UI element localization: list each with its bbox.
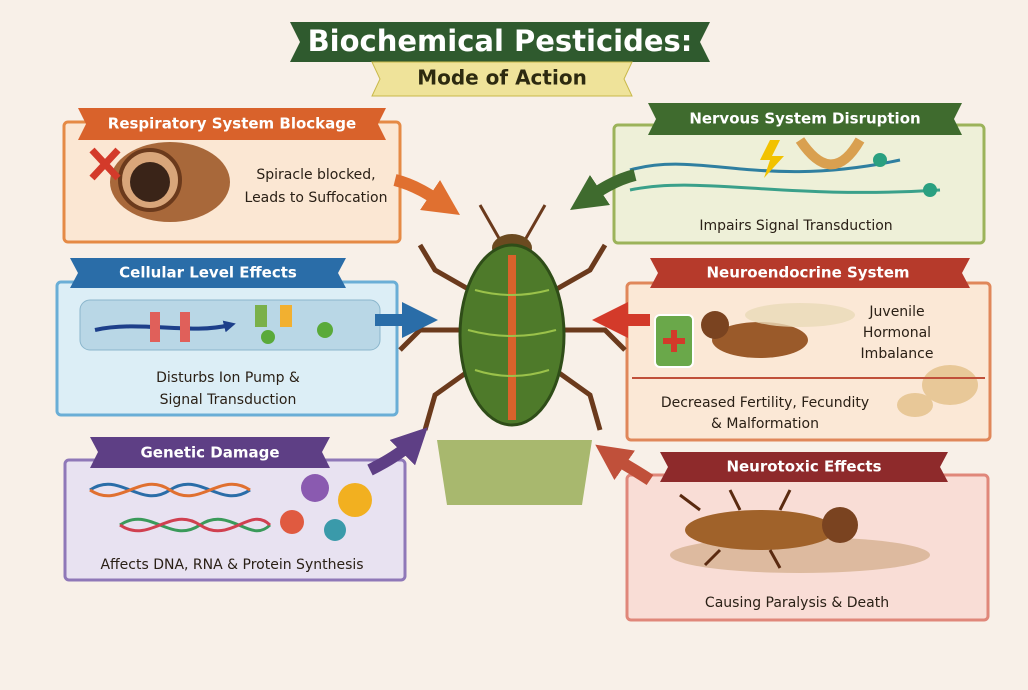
caption: Juvenile — [868, 304, 924, 320]
caption: Hormonal — [863, 325, 931, 341]
title: Biochemical Pesticides: — [308, 24, 693, 58]
caption: Imbalance — [861, 346, 934, 362]
panel-heading: Nervous System Disruption — [689, 110, 920, 128]
panel-heading: Cellular Level Effects — [119, 264, 297, 282]
caption: Signal Transduction — [160, 392, 297, 408]
caption: Leads to Suffocation — [245, 190, 388, 206]
caption: Spiracle blocked, — [256, 167, 375, 183]
panel-heading: Neuroendocrine System — [707, 264, 910, 282]
panel-heading: Respiratory System Blockage — [108, 115, 356, 133]
caption: Affects DNA, RNA & Protein Synthesis — [100, 557, 363, 573]
caption: Causing Paralysis & Death — [705, 595, 889, 611]
caption: Disturbs Ion Pump & — [156, 370, 300, 386]
panel-heading: Genetic Damage — [141, 444, 280, 462]
infographic: Biochemical Pesticides: Mode of Action R… — [0, 0, 1028, 690]
caption: & Malformation — [711, 416, 819, 432]
caption: Impairs Signal Transduction — [699, 218, 892, 234]
ion-pump-illustration — [80, 300, 380, 350]
caption: Decreased Fertility, Fecundity — [661, 395, 869, 411]
subtitle: Mode of Action — [417, 66, 587, 90]
panel-heading: Neurotoxic Effects — [726, 458, 881, 476]
